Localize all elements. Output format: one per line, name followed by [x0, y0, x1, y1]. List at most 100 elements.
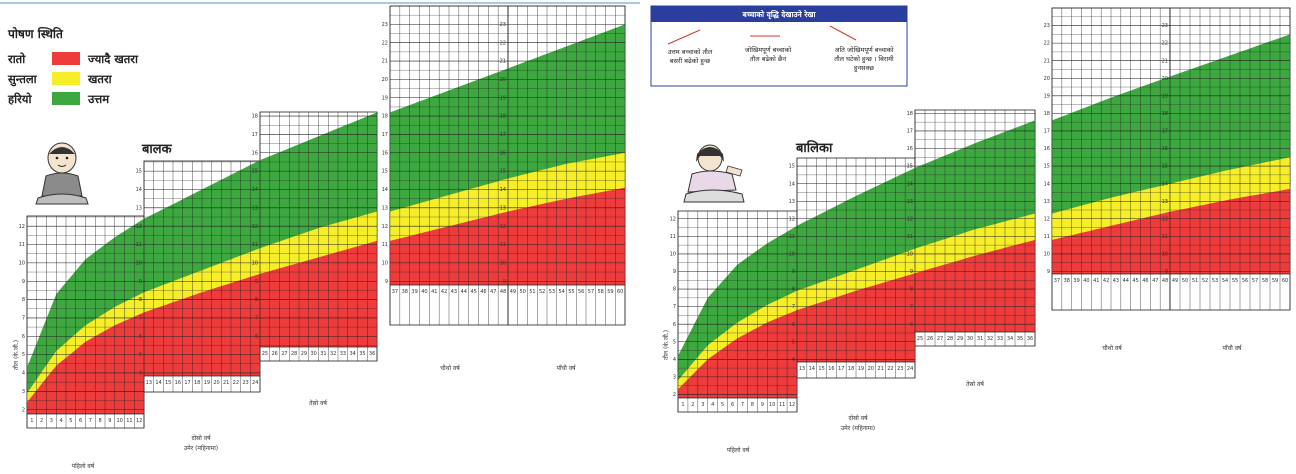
weight-tick-label: 15	[789, 164, 795, 170]
month-tick-label: 20	[213, 380, 219, 386]
month-tick-label: 30	[967, 336, 973, 342]
month-tick-label: 15	[818, 366, 824, 372]
weight-tick-label: 16	[1044, 146, 1050, 152]
legend-item-yellow-label: सुन्तला	[7, 72, 38, 87]
month-tick-label: 59	[607, 289, 613, 295]
weight-tick-label: 9	[255, 279, 258, 285]
weight-tick-label: 9	[503, 279, 506, 285]
month-tick-label: 48	[1162, 278, 1168, 284]
weight-tick-label: 18	[382, 114, 388, 120]
weight-tick-label: 9	[673, 269, 676, 275]
month-tick-label: 29	[301, 351, 307, 357]
weight-tick-label: 7	[22, 316, 25, 322]
month-tick-label: 20	[868, 366, 874, 372]
month-tick-label: 16	[175, 380, 181, 386]
weight-tick-label: 17	[252, 132, 258, 138]
weight-tick-label: 10	[1162, 252, 1168, 258]
weight-tick-label: 15	[136, 169, 142, 175]
weight-tick-label: 13	[252, 205, 258, 211]
weight-tick-label: 18	[1162, 111, 1168, 117]
month-tick-label: 43	[451, 289, 457, 295]
weight-tick-label: 21	[1162, 58, 1168, 64]
month-tick-label: 21	[223, 380, 229, 386]
info-note-1-line2: बसरी बढेको हुन्छ	[670, 57, 711, 66]
weight-tick-label: 10	[382, 260, 388, 266]
weight-tick-label: 3	[673, 374, 676, 380]
month-tick-label: 1	[30, 418, 33, 424]
info-box-title: बच्चाको वृद्धि देखाउने रेखा	[742, 10, 817, 20]
month-tick-label: 47	[490, 289, 496, 295]
boy-chart-title: बालक	[141, 142, 173, 157]
weight-tick-label: 11	[670, 234, 676, 240]
month-tick-label: 35	[1017, 336, 1023, 342]
month-tick-label: 18	[848, 366, 854, 372]
weight-tick-label: 21	[1044, 58, 1050, 64]
weight-tick-label: 6	[673, 322, 676, 328]
month-tick-label: 38	[402, 289, 408, 295]
month-tick-label: 13	[799, 366, 805, 372]
weight-tick-labels: 2345678910111245678910111213141567891011…	[670, 23, 1168, 398]
weight-tick-label: 7	[139, 316, 142, 322]
weight-tick-label: 7	[910, 304, 913, 310]
girl-year-labels: पहिलो वर्ष दोस्रो वर्ष उमेर (महिनामा) ते…	[727, 344, 1243, 454]
legend-title: पोषण स्थिति	[7, 27, 64, 41]
month-tick-label: 54	[1222, 278, 1228, 284]
weight-tick-label: 10	[670, 252, 676, 258]
grid-lines	[677, 7, 1291, 412]
weight-tick-label: 11	[1044, 234, 1050, 240]
weight-tick-label: 15	[252, 169, 258, 175]
weight-tick-label: 10	[136, 260, 142, 266]
month-tick-label: 33	[997, 336, 1003, 342]
month-tick-label: 32	[330, 351, 336, 357]
weight-tick-label: 11	[136, 242, 142, 248]
girl-sub-label: उमेर (महिनामा)	[841, 424, 875, 432]
weight-tick-label: 10	[1044, 252, 1050, 258]
weight-tick-label: 18	[500, 114, 506, 120]
month-tick-label: 24	[252, 380, 258, 386]
weight-tick-label: 22	[1044, 41, 1050, 47]
month-tick-label: 45	[1132, 278, 1138, 284]
weight-tick-label: 16	[907, 146, 913, 152]
info-box-header	[651, 6, 907, 22]
month-tick-label: 42	[1103, 278, 1109, 284]
month-tick-label: 39	[411, 289, 417, 295]
month-tick-label: 58	[597, 289, 603, 295]
legend-item-green-meaning: उत्तम	[87, 92, 110, 106]
month-tick-label: 5	[69, 418, 72, 424]
legend-swatch-yellow	[52, 72, 80, 85]
month-tick-label: 56	[578, 289, 584, 295]
month-tick-label: 17	[184, 380, 190, 386]
month-tick-label: 55	[568, 289, 574, 295]
weight-tick-label: 16	[382, 150, 388, 156]
weight-tick-label: 10	[252, 260, 258, 266]
month-tick-label: 15	[165, 380, 171, 386]
month-tick-label: 37	[1054, 278, 1060, 284]
month-tick-label: 54	[558, 289, 564, 295]
weight-tick-label: 9	[22, 279, 25, 285]
weight-tick-label: 20	[500, 77, 506, 83]
month-tick-label: 9	[108, 418, 111, 424]
weight-tick-label: 10	[789, 252, 795, 258]
month-tick-label: 51	[1192, 278, 1198, 284]
boy-growth-chart: 2345678910111245678910111213141567891011…	[19, 5, 626, 429]
month-tick-label: 41	[431, 289, 437, 295]
weight-tick-label: 7	[673, 304, 676, 310]
weight-tick-label: 16	[1162, 146, 1168, 152]
month-tick-label: 31	[320, 351, 326, 357]
month-tick-label: 8	[99, 418, 102, 424]
weight-tick-label: 3	[22, 389, 25, 395]
weight-tick-label: 14	[500, 187, 506, 193]
month-tick-label: 27	[937, 336, 943, 342]
boy-y-axis-label: तौल (के.जी.)	[12, 340, 20, 370]
month-tick-label: 22	[233, 380, 239, 386]
month-tick-label: 57	[1252, 278, 1258, 284]
weight-tick-label: 5	[673, 339, 676, 345]
month-tick-label: 53	[1212, 278, 1218, 284]
weight-tick-label: 6	[139, 334, 142, 340]
weight-tick-label: 10	[19, 260, 25, 266]
month-tick-label: 2	[691, 402, 694, 408]
month-tick-label: 42	[441, 289, 447, 295]
month-tick-label: 23	[242, 380, 248, 386]
weight-tick-label: 13	[1162, 199, 1168, 205]
